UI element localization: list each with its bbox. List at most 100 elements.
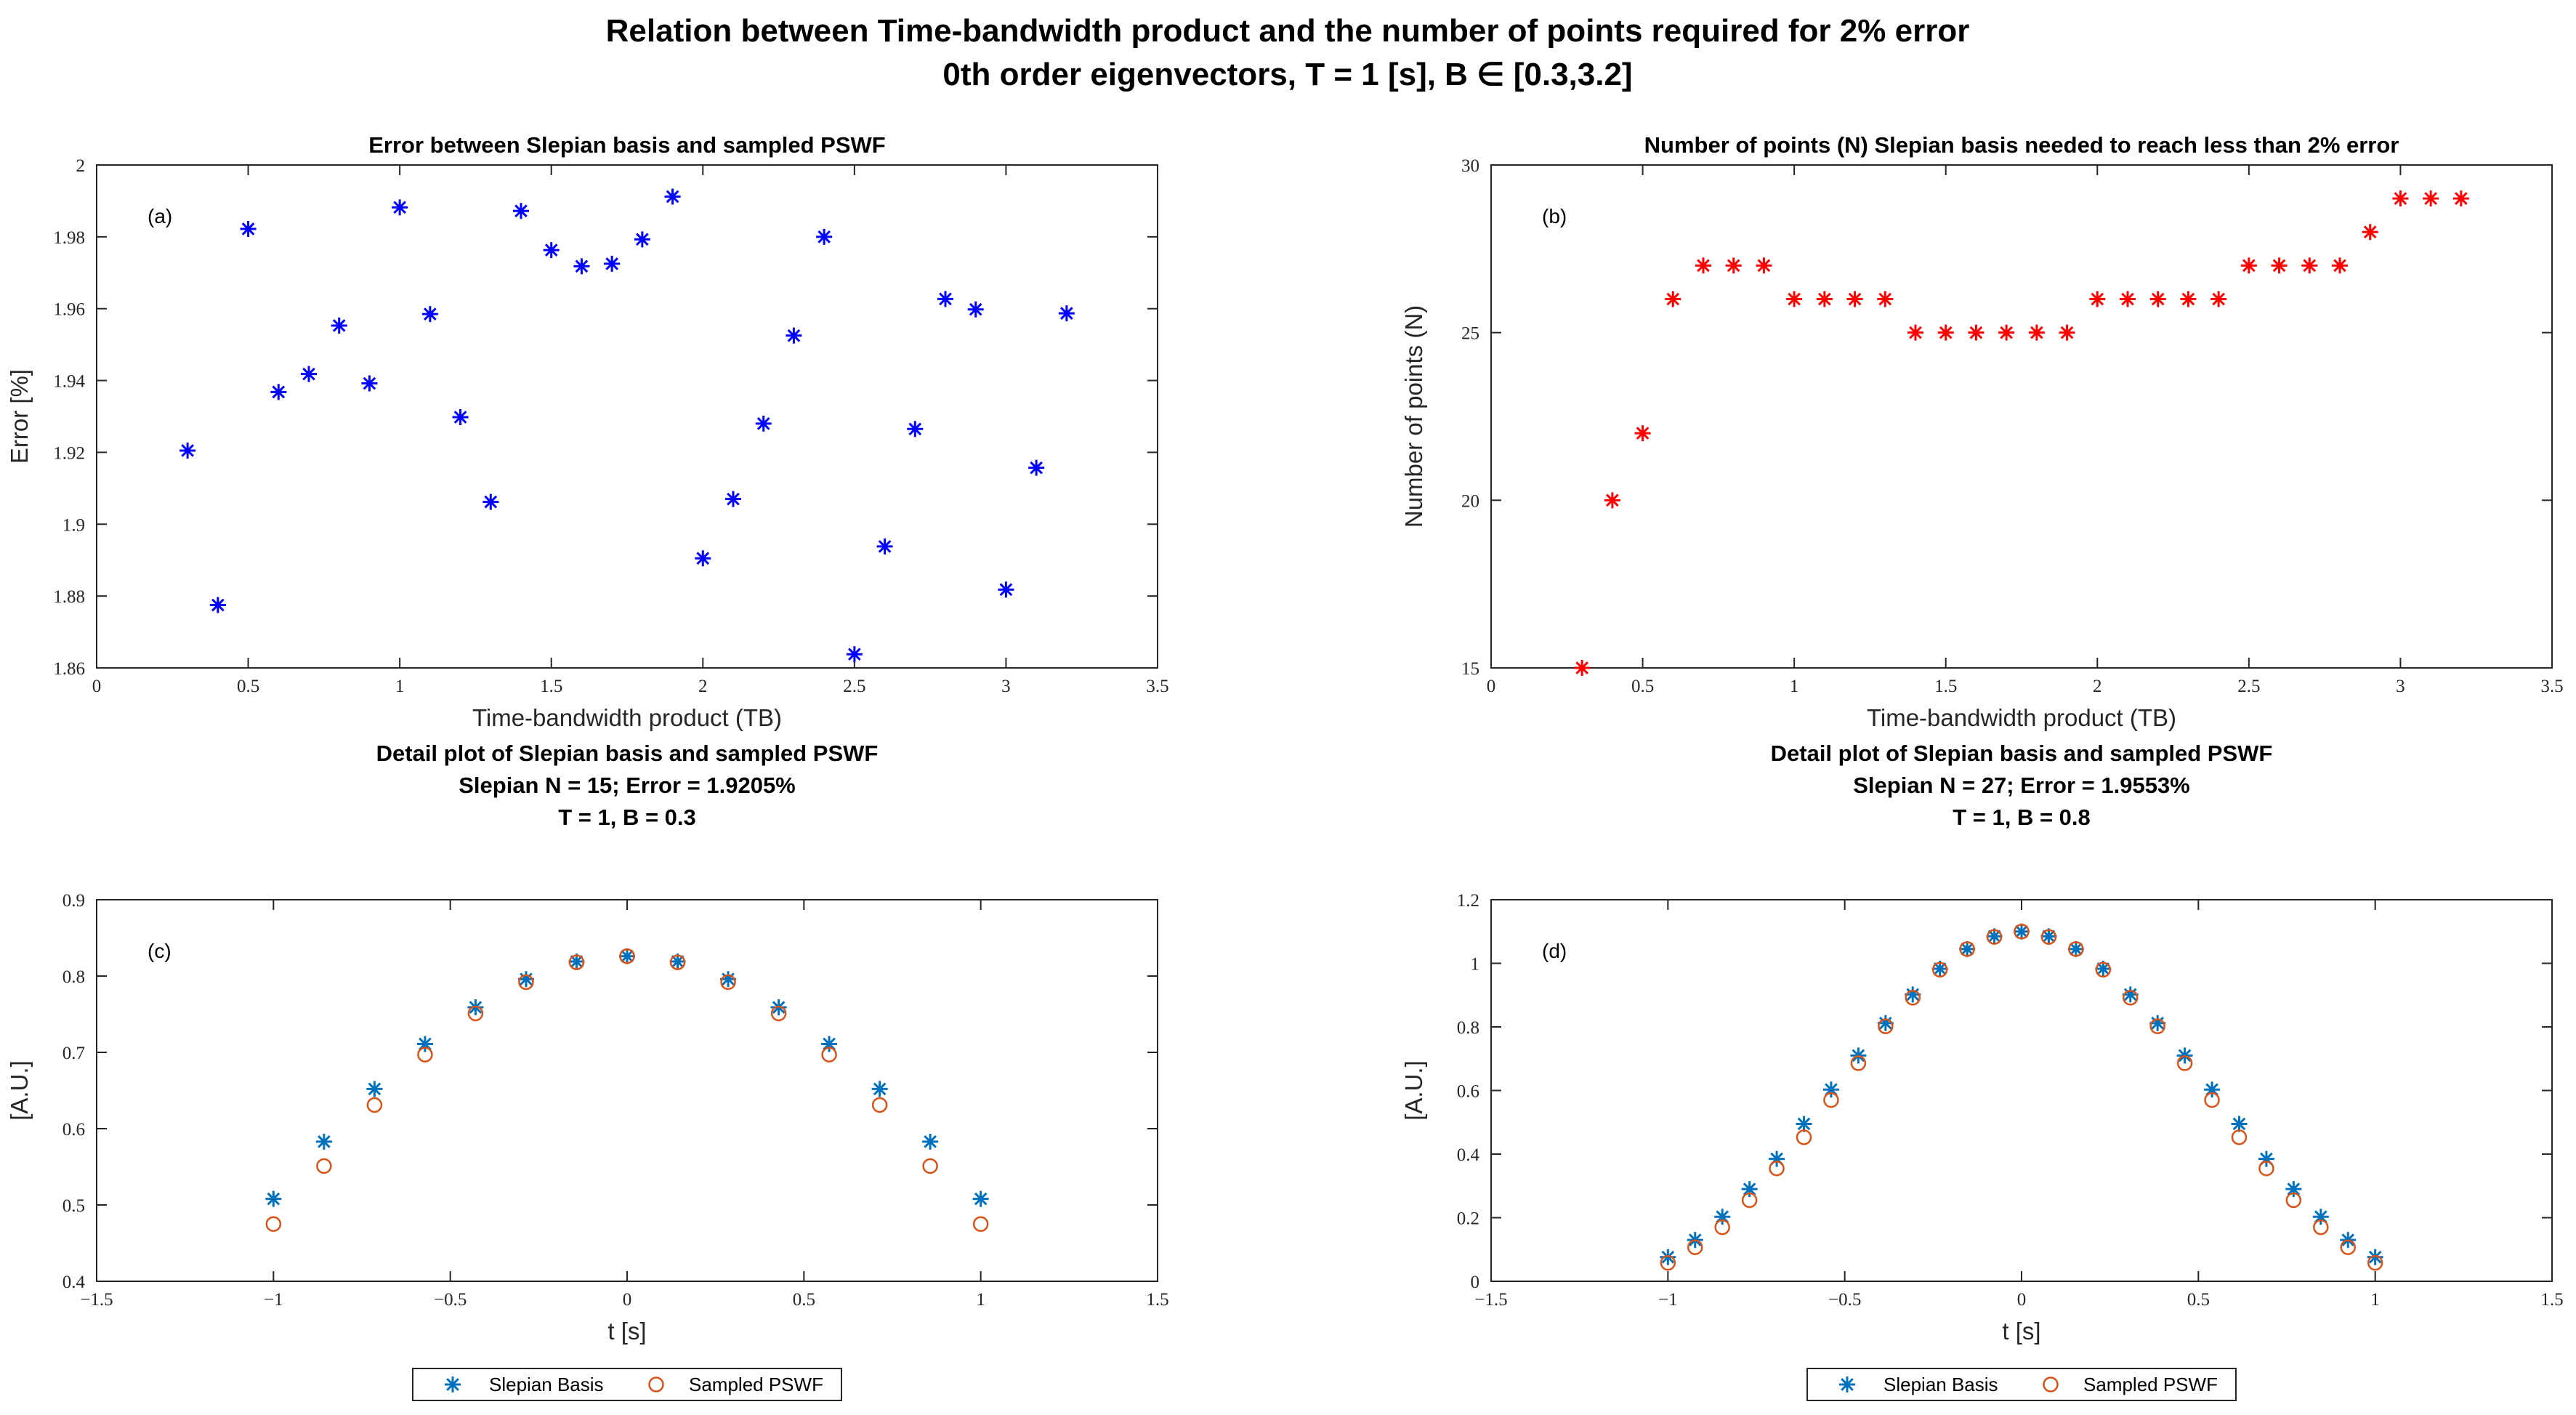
panel-d-xtick-label: −1 <box>1658 1290 1678 1310</box>
panel-d-legend-box <box>1806 1368 2237 1401</box>
panel-b-ylabel: Number of points (N) <box>1400 305 1427 528</box>
panel-a-title-line-1: Error between Slepian basis and sampled … <box>368 132 885 158</box>
panel-c-ytick-label: 0.8 <box>62 967 85 987</box>
panel-b-star-point <box>1937 324 1954 341</box>
panel-c-star-point <box>972 1190 989 1207</box>
panel-a-xtick-label: 1.5 <box>540 677 562 696</box>
panel-b-star-point <box>1574 660 1591 676</box>
panel-d-circle-point <box>1905 990 1921 1006</box>
panel-a-ytick-label: 1.86 <box>53 659 85 679</box>
panel-b-axes-box <box>1490 164 2553 669</box>
panel-d-series-1 <box>1660 923 2383 1265</box>
panel-d-star-point <box>2367 1249 2383 1265</box>
panel-d-ytick-label: 1.2 <box>1457 891 1479 911</box>
panel-c-circle-point <box>770 1005 787 1022</box>
panel-c-title-line-3: T = 1, B = 0.3 <box>558 805 696 830</box>
panel-a-star-point <box>786 327 802 344</box>
panel-a-star-point <box>604 255 621 272</box>
panel-c-circle-point <box>366 1097 383 1113</box>
panel-d-xtick-label: 0 <box>2017 1290 2027 1310</box>
panel-d-star-point <box>1931 960 1948 977</box>
panel-d-ytick-label: 0.6 <box>1457 1082 1479 1102</box>
panel-b-star-point <box>2089 291 2106 307</box>
panel-b-ytick-label: 25 <box>1461 324 1479 344</box>
panel-c-ytick-label: 0.5 <box>62 1196 85 1216</box>
panel-a-star-point <box>816 228 833 245</box>
panel-d-circle-point <box>1769 1160 1785 1177</box>
panel-d-star-point <box>1660 1249 1676 1265</box>
panel-a-ylabel: Error [%] <box>6 369 33 464</box>
panel-a-star-point <box>634 231 650 248</box>
panel-d-legend-label-1: Slepian Basis <box>1883 1374 1998 1395</box>
panel-c-legend-star-icon <box>445 1376 461 1392</box>
panel-d-circle-point <box>2149 1018 2165 1034</box>
panel-d-xtick-label: 1.5 <box>2540 1290 2563 1310</box>
panel-a-star-point <box>179 442 196 459</box>
panel-c-legend-label-2: Sampled PSWF <box>689 1374 823 1395</box>
panel-a-star-point <box>452 408 469 425</box>
panel-a-star-point <box>755 415 772 432</box>
panel-c-title-line-1: Detail plot of Slepian basis and sampled… <box>376 741 879 766</box>
panel-c-legend-circle-icon <box>648 1376 664 1392</box>
panel-a-star-point <box>301 366 317 382</box>
panel-c-xtick-label: −1.5 <box>80 1290 113 1310</box>
panel-c-circle-point <box>720 974 736 991</box>
panel-a-xtick-label: 0 <box>92 677 102 696</box>
panel-b-ytick-label: 20 <box>1461 491 1479 511</box>
panel-d-title-line-3: T = 1, B = 0.8 <box>1953 805 2091 830</box>
panel-b-star-point <box>1907 324 1923 341</box>
panel-b-star-point <box>1695 257 1711 274</box>
panel-b-star-point <box>2271 257 2288 274</box>
panel-a-xlabel: Time-bandwidth product (TB) <box>472 704 782 731</box>
panel-d-circle-point <box>2340 1239 2356 1255</box>
panel-b-star-point <box>2120 291 2136 307</box>
panel-a-star-point <box>664 188 681 205</box>
panel-a-star-point <box>907 421 924 438</box>
panel-a-xtick-label: 2 <box>698 677 708 696</box>
panel-d-circle-point <box>2176 1055 2193 1071</box>
panel-d-title-line-1: Detail plot of Slepian basis and sampled… <box>1771 741 2273 766</box>
panel-a-ytick-label: 1.94 <box>53 372 85 392</box>
panel-d-star-point <box>2014 923 2030 940</box>
panel-d-star-point <box>1741 1181 1758 1198</box>
panel-d-star-point <box>2067 940 2084 957</box>
panel-c-circle-point <box>265 1216 282 1232</box>
panel-d-circle-point <box>1741 1192 1758 1209</box>
panel-b-xtick-label: 3 <box>2396 677 2405 696</box>
panel-d-ylabel: [A.U.] <box>1400 1060 1427 1121</box>
panel-c-xtick-label: 0 <box>623 1290 632 1310</box>
panel-b-star-point <box>2301 257 2318 274</box>
panel-a-ytick-label: 1.92 <box>53 443 85 463</box>
panel-d-circle-point <box>2095 962 2112 977</box>
panel-b-xtick-label: 1.5 <box>1934 677 1957 696</box>
panel-c-star-point <box>416 1036 433 1052</box>
panel-c-xtick-label: −1 <box>264 1290 283 1310</box>
panel-c-circle-point <box>619 948 635 964</box>
panel-b-xtick-label: 2 <box>2093 677 2102 696</box>
panel-b-star-point <box>1634 425 1651 442</box>
panel-d-ytick-label: 0.2 <box>1457 1209 1479 1229</box>
panel-a-xtick-label: 3 <box>1001 677 1011 696</box>
panel-c-xlabel: t [s] <box>607 1318 646 1345</box>
panel-b-star-point <box>1877 291 1894 307</box>
panel-d-circle-point <box>1986 929 2003 945</box>
panel-c-letter: (c) <box>148 940 171 962</box>
panel-c-star-point <box>619 948 635 964</box>
panel-a-star-point <box>392 199 408 216</box>
panel-a-ytick-label: 1.98 <box>53 228 85 248</box>
panel-d-title-line-2: Slepian N = 27; Error = 1.9553% <box>1853 773 2190 798</box>
panel-c-circle-point <box>316 1158 332 1174</box>
panel-b-star-point <box>1998 324 2015 341</box>
panel-a-ytick-label: 2 <box>76 156 86 176</box>
panel-b-xtick-label: 1 <box>1790 677 1799 696</box>
panel-b: Number of points (N) Slepian basis neede… <box>1400 132 2564 731</box>
panel-d-circle-point <box>1796 1129 1812 1145</box>
panel-d-circle-point <box>2367 1254 2383 1271</box>
panel-b-star-point <box>2362 224 2378 241</box>
panel-a-star-point <box>543 242 560 259</box>
panel-c-ytick-label: 0.9 <box>62 891 85 911</box>
panel-a-star-point <box>209 597 226 613</box>
panel-b-letter: (b) <box>1542 205 1567 227</box>
panel-c-star-point <box>922 1133 939 1150</box>
